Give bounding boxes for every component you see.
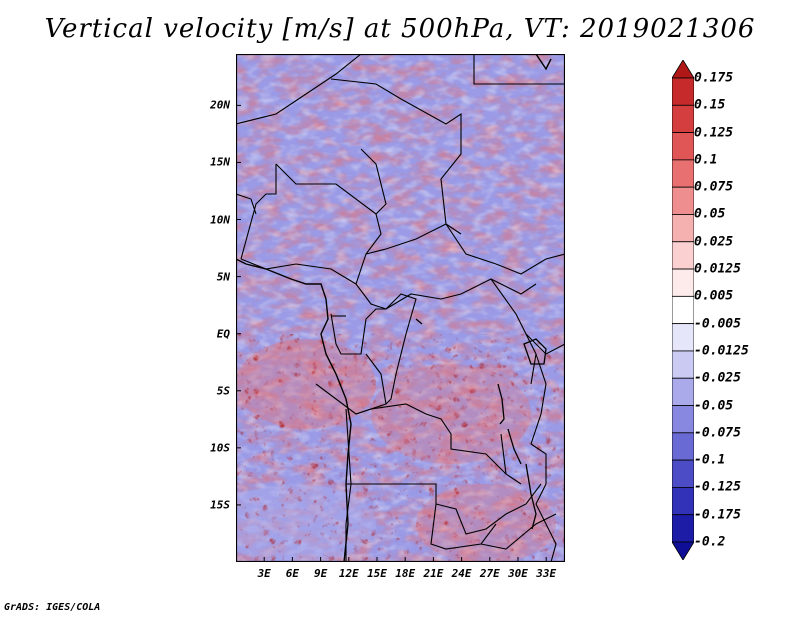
colorbar-swatch [672, 60, 694, 79]
lat-tick-label: 10N [210, 213, 230, 227]
colorbar-swatch [672, 514, 694, 543]
lat-tick-label: 5N [216, 270, 230, 284]
colorbar-level-label: -0.2 [694, 534, 726, 550]
colorbar-level-label: -0.125 [694, 479, 741, 495]
colorbar-swatch [672, 186, 694, 215]
colorbar-level-label: 0.15 [694, 97, 726, 113]
colorbar-level-label: -0.025 [694, 370, 741, 386]
lon-tick-label: 27E [479, 567, 500, 580]
lat-tick-label: 10S [210, 441, 230, 455]
colorbar-level-label: 0.125 [694, 125, 734, 141]
colorbar-swatch [672, 377, 694, 406]
lon-tick-label: 24E [451, 567, 472, 580]
colorbar-level-label: 0.175 [694, 70, 734, 86]
grads-credit: GrADS: IGES/COLA [4, 602, 101, 613]
lon-tick-label: 12E [338, 567, 359, 580]
colorbar [672, 60, 694, 560]
lat-tick-label: 20N [210, 98, 230, 112]
colorbar-swatch [672, 323, 694, 352]
colorbar-swatch [672, 350, 694, 379]
axis-ticks [236, 104, 547, 562]
colorbar-level-label: 0.0125 [694, 261, 741, 277]
lon-tick-label: 3E [257, 567, 271, 580]
lat-tick-label: 15S [210, 498, 230, 512]
colorbar-level-label: 0.05 [694, 206, 726, 222]
lon-tick-label: 18E [395, 567, 416, 580]
lon-tick-label: 21E [423, 567, 444, 580]
colorbar-level-label: -0.05 [694, 398, 734, 414]
colorbar-level-label: -0.175 [694, 507, 741, 523]
colorbar-swatch [672, 241, 694, 270]
lat-tick-label: 5S [216, 384, 230, 398]
lakes [415, 318, 547, 530]
colorbar-swatch [672, 541, 694, 560]
chart-title: Vertical velocity [m/s] at 500hPa, VT: 2… [44, 14, 756, 44]
lon-tick-label: 30E [508, 567, 528, 580]
colorbar-level-label: -0.075 [694, 425, 741, 441]
colorbar-swatch [672, 295, 694, 325]
colorbar-swatch [672, 487, 694, 516]
lat-tick-label: 15N [210, 155, 230, 169]
colorbar-swatch [672, 77, 694, 106]
colorbar-level-label: 0.075 [694, 179, 734, 195]
colorbar-swatch [672, 104, 694, 133]
colorbar-swatch [672, 405, 694, 434]
colorbar-level-label: -0.1 [694, 452, 726, 468]
lon-tick-label: 33E [536, 567, 557, 580]
colorbar-swatch [672, 159, 694, 188]
colorbar-swatch [672, 214, 694, 243]
colorbar-level-label: 0.005 [694, 288, 734, 304]
lon-tick-label: 15E [367, 567, 387, 580]
colorbar-swatch [672, 268, 694, 297]
colorbar-level-label: 0.025 [694, 234, 734, 250]
lon-tick-label: 9E [313, 567, 328, 580]
colorbar-swatch [672, 459, 694, 488]
colorbar-level-label: -0.0125 [694, 343, 749, 359]
map-border [235, 53, 566, 563]
lat-tick-label: EQ [216, 327, 230, 341]
map-panel [216, 53, 566, 564]
colorbar-level-label: -0.005 [694, 316, 741, 332]
colorbar-swatch [672, 132, 694, 161]
coastlines [235, 53, 552, 563]
lon-tick-label: 6E [285, 567, 300, 580]
strong-updraft-texture [236, 334, 565, 562]
velocity-field-map [216, 53, 566, 564]
colorbar-swatch [672, 432, 694, 461]
colorbar-level-label: 0.1 [694, 152, 718, 168]
